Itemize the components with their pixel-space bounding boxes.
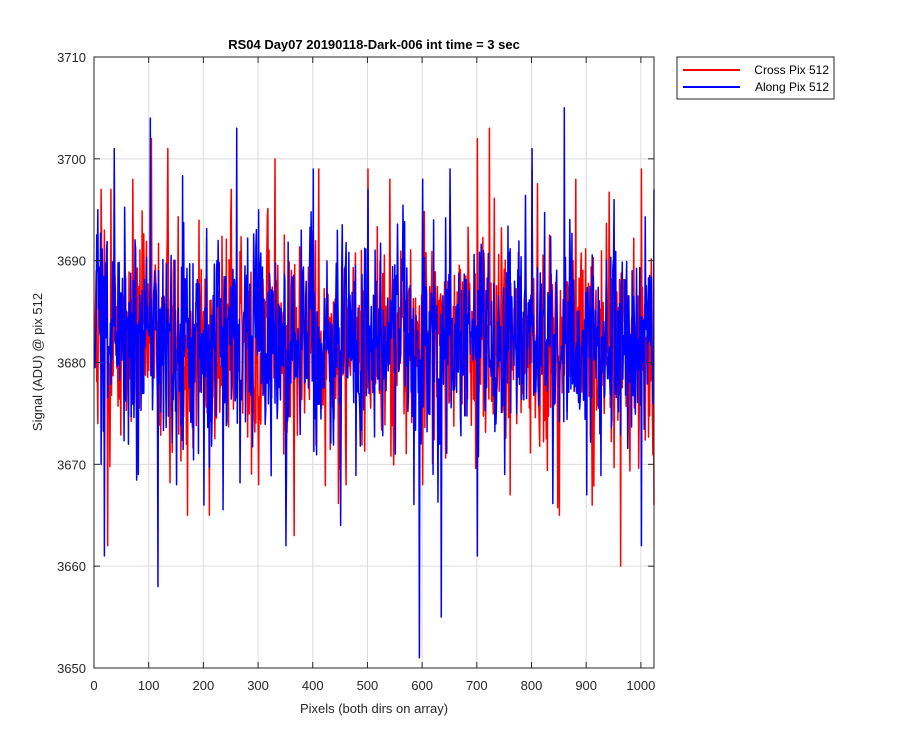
y-tick-label: 3670 [57,457,86,472]
x-tick-label: 700 [466,678,488,693]
ticks [93,56,654,669]
legend: Cross Pix 512 Along Pix 512 [676,56,835,100]
y-tick-label: 3660 [57,559,86,574]
legend-label-cross: Cross Pix 512 [754,63,829,77]
x-tick-label: 500 [357,678,379,693]
x-tick-label: 100 [138,678,160,693]
x-tick-label: 300 [247,678,269,693]
x-axis-label: Pixels (both dirs on array) [300,701,448,716]
series-lines [93,107,655,659]
x-tick-label: 0 [90,678,97,693]
x-tick-label: 600 [411,678,433,693]
y-axis-label: Signal (ADU) @ pix 512 [30,293,45,431]
y-tick-label: 3690 [57,254,86,269]
legend-box [676,56,835,100]
x-tick-label: 800 [521,678,543,693]
x-tick-label: 1000 [626,678,655,693]
x-tick-label: 900 [575,678,597,693]
y-tick-label: 3700 [57,152,86,167]
series-line-along-pix-512 [93,107,655,659]
y-tick-label: 3650 [57,661,86,676]
x-tick-label: 200 [193,678,215,693]
y-tick-label: 3710 [57,50,86,65]
y-tick-label: 3680 [57,356,86,371]
tick-labels: 0 100 200 300 400 500 600 700 800 900 1000 3650 3660… [57,50,655,693]
chart-title: RS04 Day07 20190118-Dark-006 int time = … [228,37,520,52]
legend-label-along: Along Pix 512 [755,80,829,94]
x-tick-label: 400 [302,678,324,693]
